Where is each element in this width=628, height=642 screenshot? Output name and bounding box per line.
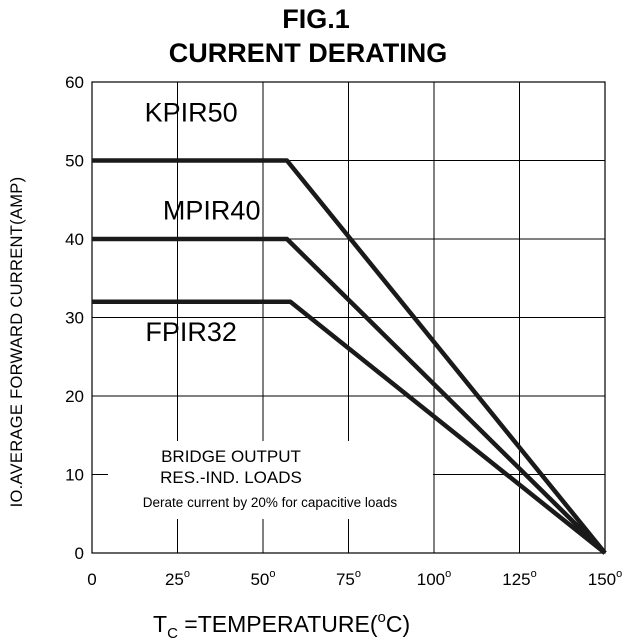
y-tick-labels: 0 10 20 30 40 50 60	[65, 73, 84, 563]
x-tick-labels: 0 25o 50o 75o 100o 125o 150o	[87, 568, 622, 589]
x-axis-label-superscript: o	[377, 609, 385, 626]
x-axis-label-prefix: T	[153, 611, 167, 637]
x-tick-label-0: 0	[87, 570, 96, 589]
degree-icon: o	[184, 568, 190, 580]
chart-title-line2: CURRENT DERATING	[169, 38, 448, 68]
annotation-line-1: BRIDGE OUTPUT	[161, 447, 301, 466]
chart-title-line1: FIG.1	[282, 4, 350, 34]
series-line-fpir32	[92, 299, 607, 555]
series-label-fpir32: FPIR32	[145, 317, 237, 347]
degree-icon: o	[616, 568, 622, 580]
y-tick-label-20: 20	[65, 387, 84, 406]
x-tick-label-125: 125o	[502, 568, 537, 589]
x-axis-label-unit: C)	[386, 611, 410, 637]
x-tick-value: 100	[417, 570, 445, 589]
annotation-box: BRIDGE OUTPUT RES.-IND. LOADS Derate cur…	[108, 441, 433, 519]
y-tick-label-0: 0	[75, 544, 84, 563]
series-line-mpir40	[92, 236, 607, 555]
plot-frame	[91, 81, 606, 554]
x-tick-label-25: 25o	[165, 568, 190, 589]
x-axis-label: TC =TEMPERATURE(oC)	[153, 609, 410, 642]
y-axis-label: IO.AVERAGE FORWARD CURRENT(AMP)	[8, 177, 26, 508]
series-label-mpir40: MPIR40	[163, 195, 261, 225]
annotation-background	[108, 441, 433, 519]
series-lines	[92, 158, 607, 555]
series-line-kpir50	[92, 158, 607, 555]
x-tick-label-100: 100o	[417, 568, 452, 589]
x-axis-label-subscript: C	[167, 625, 178, 642]
x-tick-value: 75	[336, 570, 355, 589]
annotation-line-3: Derate current by 20% for capacitive loa…	[143, 495, 398, 510]
x-tick-value: 125	[502, 570, 530, 589]
x-tick-value: 0	[87, 570, 96, 589]
y-tick-label-40: 40	[65, 230, 84, 249]
series-labels: KPIR50 MPIR40 FPIR32	[145, 97, 261, 347]
x-tick-label-75: 75o	[336, 568, 361, 589]
y-tick-label-50: 50	[65, 152, 84, 171]
x-tick-label-50: 50o	[250, 568, 275, 589]
degree-icon: o	[445, 568, 451, 580]
y-tick-label-60: 60	[65, 73, 84, 92]
y-tick-label-10: 10	[65, 466, 84, 485]
degree-icon: o	[355, 568, 361, 580]
degree-icon: o	[531, 568, 537, 580]
x-axis-label-text: =TEMPERATURE(	[178, 611, 378, 637]
x-tick-value: 25	[165, 570, 184, 589]
series-label-kpir50: KPIR50	[145, 97, 238, 127]
x-tick-label-150: 150o	[588, 568, 623, 589]
y-tick-label-30: 30	[65, 309, 84, 328]
annotation-line-2: RES.-IND. LOADS	[160, 468, 302, 487]
degree-icon: o	[269, 568, 275, 580]
x-tick-value: 150	[588, 570, 616, 589]
x-tick-value: 50	[250, 570, 269, 589]
